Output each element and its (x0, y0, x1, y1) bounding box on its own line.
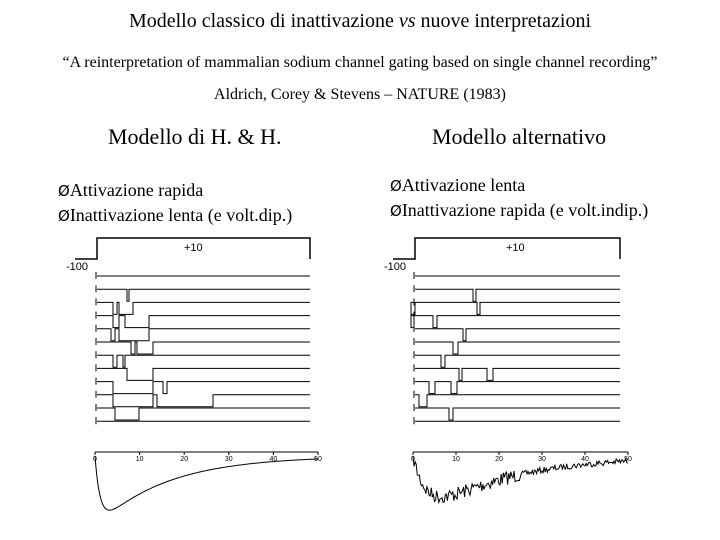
single-channel-trace (97, 328, 310, 342)
time-tick-label: 20 (180, 456, 188, 463)
slide-title: Modello classico di inattivazione vs nuo… (128, 10, 592, 32)
single-channel-trace (415, 407, 620, 421)
time-tick-label: 40 (270, 456, 278, 463)
ensemble-current-trace (94, 455, 319, 511)
bullet-item: ØAttivazione rapida (58, 180, 204, 200)
single-channel-trace (97, 315, 310, 329)
bullet-item: ØAttivazione lenta (390, 175, 526, 195)
single-channel-trace (415, 354, 620, 368)
time-tick-label: 30 (225, 456, 233, 463)
single-channel-trace (97, 394, 310, 408)
time-tick-label: 10 (452, 456, 460, 463)
single-channel-trace (415, 381, 620, 395)
arrow-bullet-icon: Ø (390, 177, 402, 195)
arrow-bullet-icon: Ø (58, 182, 70, 200)
time-tick-label: 50 (314, 456, 322, 463)
single-channel-trace (415, 328, 620, 342)
right-model-title: Modello alternativo (432, 124, 607, 149)
time-tick-label: 40 (581, 456, 589, 463)
single-channel-trace (97, 407, 310, 421)
single-channel-trace (97, 301, 310, 315)
bullet-item: ØInattivazione rapida (e volt.indip.) (390, 200, 649, 220)
single-channel-trace (97, 354, 310, 368)
left-voltage-high-label: +10 (184, 242, 203, 254)
time-tick-label: 30 (538, 456, 546, 463)
single-channel-trace (410, 315, 620, 329)
right-bullet-list: ØAttivazione lenta ØInattivazione rapida… (390, 173, 648, 223)
bullet-item: ØInattivazione lenta (e volt.dip.) (58, 205, 293, 225)
arrow-bullet-icon: Ø (390, 202, 402, 220)
left-model-title: Modello di H. & H. (108, 124, 282, 149)
left-voltage-low-label: -100 (66, 261, 89, 273)
single-channel-trace (97, 288, 310, 302)
single-channel-trace (97, 341, 310, 355)
ensemble-current-trace (412, 455, 629, 505)
time-tick-label: 20 (495, 456, 503, 463)
right-voltage-high-label: +10 (506, 242, 525, 254)
single-channel-trace (415, 288, 620, 302)
left-bullet-list: ØAttivazione rapida ØInattivazione lenta… (58, 178, 292, 228)
single-channel-trace (415, 341, 620, 355)
time-tick-label: 10 (136, 456, 144, 463)
arrow-bullet-icon: Ø (58, 207, 70, 225)
single-channel-trace (410, 301, 620, 315)
single-channel-trace (97, 367, 310, 381)
right-voltage-low-label: -100 (384, 261, 407, 273)
paper-citation-title: “A reinterpretation of mammalian sodium … (62, 54, 658, 71)
single-channel-trace (97, 381, 310, 395)
time-tick-label: 50 (624, 456, 632, 463)
voltage-protocol-line (393, 237, 621, 260)
right-recordings: 0 10 20 30 40 50 (393, 237, 632, 505)
single-channel-trace (415, 394, 620, 408)
single-channel-trace (415, 367, 620, 381)
paper-authors: Aldrich, Corey & Stevens – NATURE (1983) (214, 86, 506, 103)
left-recordings: 0 10 20 30 40 50 (75, 237, 322, 511)
voltage-protocol-line (75, 237, 311, 260)
